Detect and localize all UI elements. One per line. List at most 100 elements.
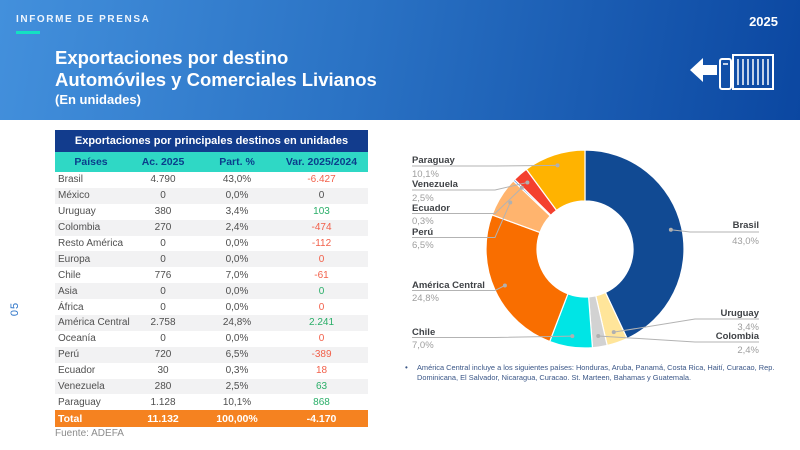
cell-pais: Oceanía [58,333,96,345]
export-truck-icon [686,50,778,103]
cell-ac: 1.128 [150,396,176,408]
cell-part: 10,1% [222,396,252,408]
table-row: América Central 2.758 24,8% 2.241 [55,315,368,331]
cell-var: 0 [275,187,368,204]
table-row: México 0 0,0% 0 [55,187,368,204]
cell-pais: África [58,301,84,313]
leader-line [412,202,511,238]
table-row: Ecuador 30 0,3% 18 [55,363,368,379]
table-row: Europa 0 0,0% 0 [55,251,368,268]
cell-part: 0,0% [199,187,275,204]
page-title: Exportaciones por destino Automóviles y … [55,47,377,109]
column-header: Part. % [199,152,275,172]
cell-part: 2,5% [199,378,275,395]
cell-ac: 0 [127,283,199,300]
total-label: Total [55,410,127,428]
cell-var: 2.241 [275,315,368,331]
total-part: 100,00% [199,410,275,428]
cell-part: 6,5% [199,346,275,363]
leader-dot [611,330,616,335]
leader-dot [502,283,507,288]
leader-dot [570,334,575,339]
leader-dot [525,180,530,185]
table-row: Oceanía 0 0,0% 0 [55,331,368,347]
cell-part: 0,0% [225,238,249,249]
slice-label-pct: 43,0% [732,236,759,247]
cell-pais: Asia [55,283,127,300]
leader-dot [508,200,513,205]
cell-pais: Uruguay [58,206,96,218]
header-banner: INFORME DE PRENSA 2025 Exportaciones por… [0,0,800,120]
cell-var: 103 [313,206,330,218]
slice-label-name: Paraguay [412,155,455,166]
table-row: Chile 776 7,0% -61 [55,267,368,283]
cell-part: 24,8% [199,315,275,331]
cell-ac: 280 [127,378,199,395]
cell-ac: 2.758 [127,315,199,331]
cell-pais: Brasil [58,174,84,186]
footnote-text: América Central incluye a los siguientes… [417,363,775,382]
cell-pais: Perú [55,346,127,363]
table-row: Perú 720 6,5% -389 [55,346,368,363]
table-header-row: Países Ac. 2025 Part. % Var. 2025/2024 [55,152,368,172]
table-total-row: Total 11.132 100,00% -4.170 [55,410,368,428]
total-var: -4.170 [275,410,368,428]
cell-var: 18 [315,365,328,377]
cell-part: 43,0% [222,174,252,186]
source-label: Fuente: ADEFA [55,428,124,439]
donut-slice-américa-central [485,214,569,343]
cell-ac: 0 [160,238,166,249]
slice-label-pct: 10,1% [412,169,439,180]
cell-ac: 720 [127,346,199,363]
leader-dot [519,185,524,190]
cell-var: 868 [313,396,330,408]
total-ac: 11.132 [127,410,199,428]
table-row: África 0 0,0% 0 [55,299,368,315]
table-title: Exportaciones por principales destinos e… [55,130,368,152]
leader-line [412,181,528,191]
cell-ac: 0 [160,301,166,313]
title-line-1: Exportaciones por destino [55,47,289,68]
cell-ac: 4.790 [150,174,176,186]
year-label: 2025 [749,14,778,29]
slice-label-name: Venezuela [412,179,459,190]
leader-dot [668,227,673,232]
cell-pais: Paraguay [58,396,101,408]
slice-label-name: Chile [412,327,435,338]
leader-line [598,335,759,343]
leader-dot [596,334,601,339]
table-row: Paraguay 1.128 10,1% 868 [55,394,368,410]
table-row: Asia 0 0,0% 0 [55,283,368,300]
cell-pais: América Central [55,315,130,331]
leader-line [670,229,759,233]
slice-label-name: Colombia [716,331,760,342]
cell-pais: Europa [55,251,127,268]
slice-label-name: Perú [412,227,433,238]
page-number: 05 [9,301,21,317]
cell-part: 0,0% [199,283,275,300]
table-row: Colombia 270 2,4% -474 [55,219,368,236]
slice-label-pct: 2,4% [737,345,759,356]
leader-dot [555,163,560,168]
cell-part: 3,4% [225,206,249,218]
cell-pais: Ecuador [58,365,96,377]
cell-var: -6.427 [307,174,336,186]
leader-line [412,187,523,214]
slice-label-pct: 2,5% [412,193,434,204]
cell-var: 63 [275,378,368,395]
slice-label-name: Uruguay [720,308,759,319]
cell-var: -474 [275,219,368,236]
slice-label-pct: 6,5% [412,240,434,251]
donut-chart: Brasil 43,0% Uruguay 3,4%Colombia 2,4% Chile 7… [412,149,760,356]
cell-var: -389 [275,346,368,363]
slice-label-pct: 3,4% [737,322,759,333]
cell-ac: 30 [157,365,169,377]
cell-pais: Venezuela [55,378,127,395]
leader-line [613,318,759,333]
table-row: Uruguay 380 3,4% 103 [55,204,368,220]
cell-var: 0 [318,301,325,313]
title-subtitle: (En unidades) [55,92,141,107]
cell-part: 7,0% [225,269,249,281]
exports-table: Exportaciones por principales destinos e… [55,130,368,428]
